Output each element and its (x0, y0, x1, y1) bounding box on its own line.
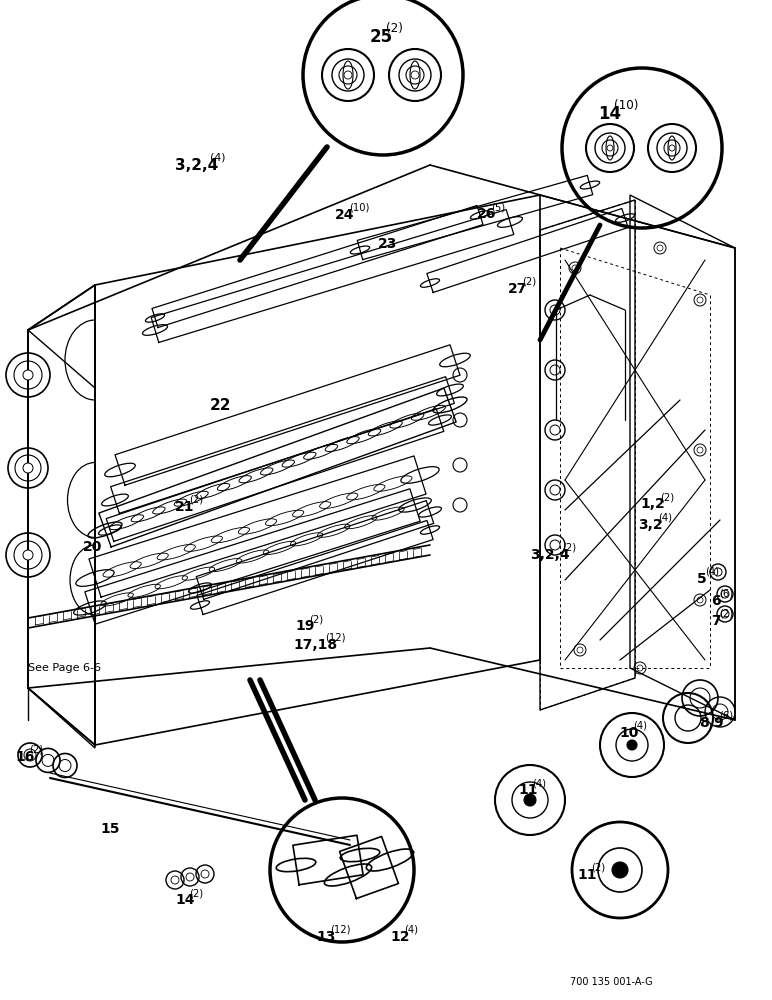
Text: (12): (12) (330, 925, 350, 935)
Text: 25: 25 (370, 28, 393, 46)
Text: 10: 10 (619, 726, 638, 740)
Text: 17,18: 17,18 (293, 638, 337, 652)
Circle shape (23, 370, 33, 380)
Text: 22: 22 (210, 398, 232, 413)
Text: (5): (5) (491, 202, 505, 212)
Circle shape (23, 463, 33, 473)
Text: (4): (4) (658, 513, 672, 523)
Text: (2): (2) (189, 495, 203, 505)
Text: (4): (4) (404, 925, 418, 935)
Text: (2): (2) (29, 745, 43, 755)
Text: 3,2,4: 3,2,4 (175, 158, 218, 173)
Text: (4): (4) (210, 152, 225, 162)
Text: (6): (6) (719, 711, 733, 721)
Text: 6: 6 (711, 594, 720, 608)
Text: (2): (2) (522, 277, 536, 287)
Text: 700 135 001-A-G: 700 135 001-A-G (570, 977, 652, 987)
Text: 26: 26 (477, 207, 496, 221)
Circle shape (23, 550, 33, 560)
Text: 8,9: 8,9 (699, 716, 723, 730)
Text: 14: 14 (598, 105, 621, 123)
Text: (12): (12) (325, 633, 346, 643)
Text: 11: 11 (577, 868, 597, 882)
Text: 24: 24 (335, 208, 354, 222)
Text: (2): (2) (387, 22, 403, 35)
Text: (2): (2) (309, 614, 323, 624)
Circle shape (627, 740, 637, 750)
Text: 20: 20 (83, 540, 103, 554)
Text: 13: 13 (316, 930, 335, 944)
Text: 3,2,4: 3,2,4 (530, 548, 570, 562)
Text: 11: 11 (518, 783, 537, 797)
Text: See Page 6-6: See Page 6-6 (28, 663, 101, 673)
Text: 16: 16 (15, 750, 35, 764)
Text: 12: 12 (390, 930, 409, 944)
Text: (2): (2) (719, 609, 733, 619)
Text: 1,2: 1,2 (640, 497, 665, 511)
Text: 23: 23 (378, 237, 398, 251)
Text: 21: 21 (175, 500, 195, 514)
Text: (2): (2) (591, 863, 605, 873)
Text: 15: 15 (100, 822, 120, 836)
Text: (6): (6) (719, 589, 733, 599)
Text: 7: 7 (711, 614, 720, 628)
Text: (4): (4) (705, 567, 719, 577)
Circle shape (524, 794, 536, 806)
Text: (2): (2) (189, 888, 203, 898)
Text: (10): (10) (615, 99, 638, 112)
Text: 5: 5 (697, 572, 706, 586)
Text: 19: 19 (295, 619, 314, 633)
Text: 14: 14 (175, 893, 195, 907)
Text: (2): (2) (562, 543, 576, 553)
Text: (4): (4) (532, 778, 546, 788)
Text: (4): (4) (633, 721, 647, 731)
Text: (10): (10) (349, 203, 369, 213)
Circle shape (612, 862, 628, 878)
Text: 3,2: 3,2 (638, 518, 662, 532)
Text: 27: 27 (508, 282, 527, 296)
Text: (2): (2) (660, 492, 674, 502)
